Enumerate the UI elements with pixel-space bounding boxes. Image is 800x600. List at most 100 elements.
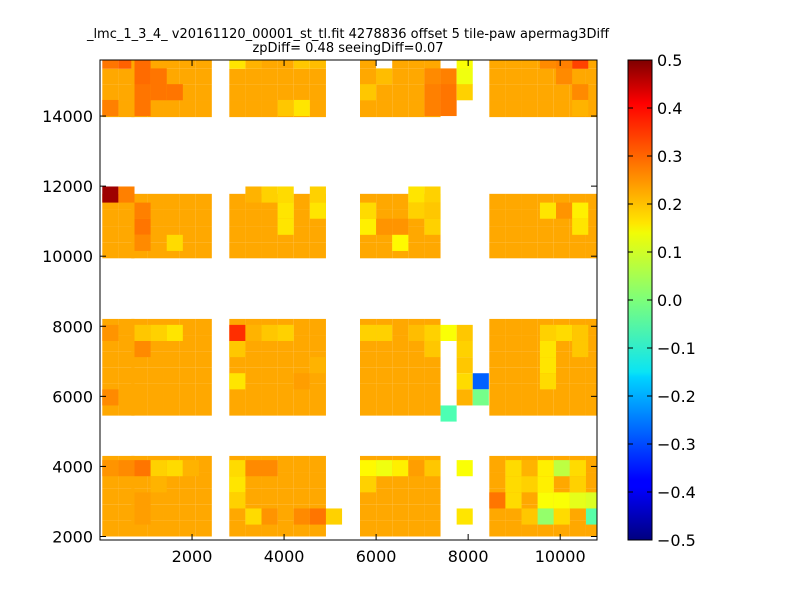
heatmap-cell [131,383,148,400]
heatmap-cell [179,60,196,69]
heatmap-cell [163,100,180,118]
heatmap-cell [585,60,597,69]
heatmap-cell [261,488,278,505]
heatmap-cell [277,68,294,85]
heatmap-cell [147,383,164,400]
heatmap-cell [424,202,441,219]
heatmap-cell [408,488,425,505]
heatmap-cell [489,520,506,537]
heatmap-cell [261,60,278,69]
heatmap-cell [195,84,212,101]
heatmap-cell [537,460,554,477]
heatmap-cell [245,383,262,400]
heatmap-cell [293,226,310,243]
heatmap-cells [102,60,597,537]
heatmap-cell [505,492,522,509]
heatmap-cell [277,186,294,203]
heatmap-cell [134,218,151,235]
heatmap-cell [118,367,135,384]
heatmap-cell [179,84,196,101]
heatmap-cell [118,186,135,203]
heatmap-cell [147,520,164,537]
heatmap-cell [424,399,441,416]
heatmap-cell [309,202,326,219]
heatmap-cell [585,399,597,416]
heatmap-cell [229,460,246,477]
heatmap-cell [229,84,246,101]
heatmap-cell [392,520,409,537]
heatmap-cell [392,504,409,521]
heatmap-cell [360,324,377,341]
heatmap-cell [440,68,457,85]
heatmap-cell [150,68,167,85]
heatmap-cell [147,100,164,118]
heatmap-cell [277,383,294,400]
heatmap-cell [521,367,538,384]
heatmap-cell [245,226,262,243]
heatmap-cell [147,504,164,521]
heatmap-cell [424,242,441,259]
x-tick-label: 8000 [448,547,489,566]
heatmap-cell [585,318,597,336]
heatmap-cell [505,193,522,210]
heatmap-cell [118,399,135,416]
heatmap-cell [456,508,473,525]
heatmap-cell [505,318,522,336]
heatmap-cell [261,367,278,384]
heatmap-cell [456,460,473,477]
heatmap-cell [408,399,425,416]
heatmap-cell [521,68,538,85]
heatmap-cell [489,367,506,384]
heatmap-cell [118,351,135,368]
heatmap-cell [309,186,326,203]
heatmap-cell [539,202,557,219]
heatmap-cell [424,60,441,69]
heatmap-cell [537,399,554,416]
heatmap-cell [134,508,151,525]
heatmap-cell [456,373,473,390]
heatmap-cell [505,383,522,400]
heatmap-cell [277,520,294,537]
heatmap-cell [472,373,489,390]
heatmap-cell [195,226,212,243]
x-tick-label: 4000 [264,547,305,566]
heatmap-cell [245,186,262,203]
heatmap-cell [376,367,393,384]
heatmap-cell [585,226,597,243]
heatmap-cell [489,455,506,473]
heatmap-cell [277,472,294,489]
heatmap-cell [147,367,164,384]
heatmap-cell [569,242,586,259]
heatmap-cell [392,193,409,210]
heatmap-cell [408,460,425,477]
heatmap-cell [424,218,441,235]
heatmap-cell [229,492,246,509]
y-tick-label: 6000 [52,387,93,406]
heatmap-cell [118,318,135,336]
heatmap-cell [134,84,151,101]
heatmap-cell [229,242,246,259]
heatmap-cell [245,351,262,368]
heatmap-cell [131,367,148,384]
heatmap-cell [505,460,522,477]
x-tick-label: 10000 [535,547,586,566]
heatmap-cell [102,209,119,227]
heatmap-cell [376,351,393,368]
heatmap-cell [392,335,409,352]
heatmap-cell [553,242,570,259]
heatmap-cell [376,242,393,259]
heatmap-cell [489,492,506,509]
heatmap-cell [261,351,278,368]
heatmap-cell [102,504,119,521]
heatmap-cell [309,226,326,243]
heatmap-cell [569,460,586,477]
heatmap-cell [553,508,570,525]
heatmap-cell [376,193,393,210]
heatmap-cell [360,242,377,259]
heatmap-cell [521,84,538,101]
heatmap-cell [360,383,377,400]
heatmap-cell [195,193,212,210]
colorbar-tick-label: 0.2 [657,195,682,214]
heatmap-cell [440,324,457,341]
